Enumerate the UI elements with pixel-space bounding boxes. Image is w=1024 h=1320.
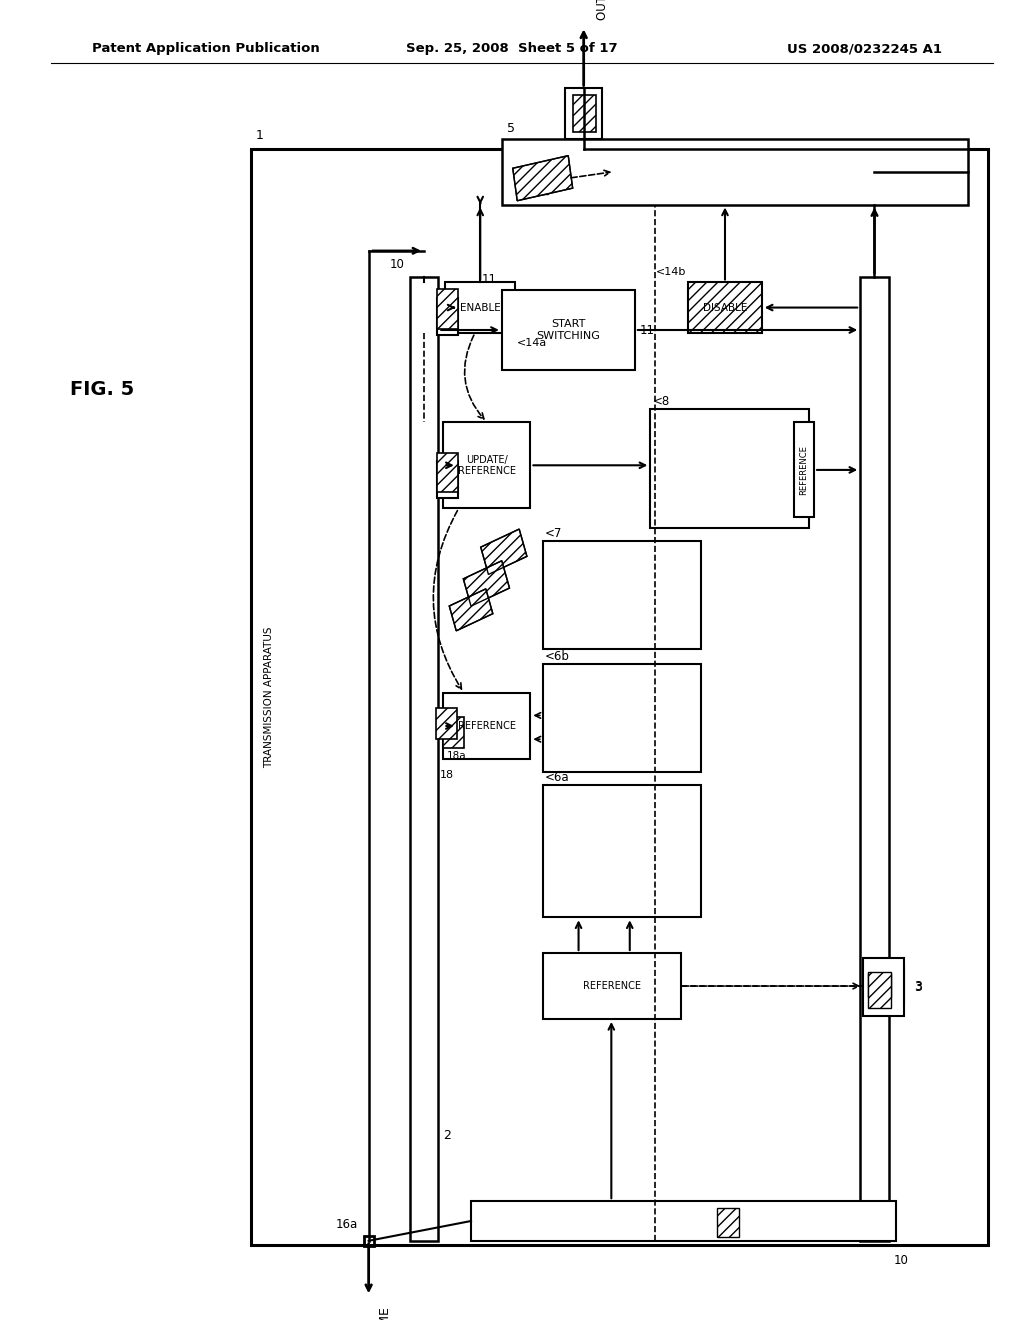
Bar bbox=[573, 95, 596, 132]
Bar bbox=[794, 422, 814, 517]
Text: <7: <7 bbox=[545, 527, 562, 540]
Bar bbox=[543, 785, 701, 917]
Text: 11: 11 bbox=[481, 273, 497, 286]
Text: REFERENCE: REFERENCE bbox=[458, 721, 516, 731]
Text: 16a: 16a bbox=[336, 1218, 358, 1232]
Bar bbox=[437, 453, 458, 492]
Bar bbox=[529, 165, 548, 194]
Bar bbox=[410, 277, 438, 1241]
Text: 2: 2 bbox=[443, 1129, 452, 1142]
Text: UPDATE/
REFERENCE: UPDATE/ REFERENCE bbox=[458, 454, 516, 477]
Text: 18: 18 bbox=[440, 770, 455, 780]
Text: <8: <8 bbox=[652, 395, 670, 408]
Bar bbox=[543, 541, 701, 649]
Text: 5: 5 bbox=[507, 121, 515, 135]
Text: 3: 3 bbox=[914, 981, 923, 994]
Text: <6b: <6b bbox=[545, 649, 569, 663]
Bar bbox=[443, 422, 530, 508]
Text: Sep. 25, 2008  Sheet 5 of 17: Sep. 25, 2008 Sheet 5 of 17 bbox=[407, 42, 617, 55]
Text: OUTPUT FRAME: OUTPUT FRAME bbox=[596, 0, 609, 20]
Bar bbox=[502, 290, 635, 370]
Text: US 2008/0232245 A1: US 2008/0232245 A1 bbox=[787, 42, 942, 55]
Polygon shape bbox=[513, 156, 572, 201]
Text: REFERENCE: REFERENCE bbox=[800, 445, 808, 495]
Bar bbox=[443, 717, 464, 748]
Text: 11: 11 bbox=[640, 323, 655, 337]
Bar bbox=[471, 1201, 896, 1241]
Bar bbox=[445, 282, 515, 333]
Bar bbox=[543, 664, 701, 772]
Bar bbox=[251, 149, 988, 1245]
Bar bbox=[868, 973, 891, 997]
Text: <14a: <14a bbox=[517, 338, 548, 348]
Bar bbox=[543, 953, 681, 1019]
Bar bbox=[437, 461, 458, 498]
Bar bbox=[436, 708, 457, 739]
Bar bbox=[688, 282, 762, 333]
Text: INPUT FRAME: INPUT FRAME bbox=[379, 1307, 392, 1320]
Text: 3: 3 bbox=[914, 979, 923, 993]
Text: <14b: <14b bbox=[655, 267, 686, 277]
Bar bbox=[650, 409, 809, 528]
Bar bbox=[868, 972, 891, 1008]
Bar bbox=[565, 88, 602, 139]
Bar bbox=[860, 277, 889, 1241]
Bar bbox=[443, 693, 530, 759]
Text: START
SWITCHING: START SWITCHING bbox=[537, 319, 600, 341]
Text: TRANSMISSION APPARATUS: TRANSMISSION APPARATUS bbox=[264, 626, 274, 768]
Text: ENABLE: ENABLE bbox=[460, 302, 501, 313]
Text: REFERENCE: REFERENCE bbox=[583, 981, 641, 991]
Text: <6a: <6a bbox=[545, 771, 569, 784]
Bar bbox=[437, 298, 458, 335]
Text: 10: 10 bbox=[389, 257, 404, 271]
Bar bbox=[502, 139, 968, 205]
Polygon shape bbox=[450, 589, 493, 631]
Bar bbox=[863, 958, 904, 1016]
Bar bbox=[863, 966, 904, 1003]
Text: 1: 1 bbox=[256, 129, 264, 143]
Bar bbox=[437, 289, 458, 329]
Text: 10: 10 bbox=[894, 1254, 909, 1267]
Bar bbox=[717, 1208, 739, 1237]
Polygon shape bbox=[463, 561, 510, 606]
Text: FIG. 5: FIG. 5 bbox=[71, 380, 134, 399]
Polygon shape bbox=[480, 529, 527, 574]
Text: DISABLE: DISABLE bbox=[702, 302, 748, 313]
Text: 18a: 18a bbox=[446, 751, 466, 762]
Text: Patent Application Publication: Patent Application Publication bbox=[92, 42, 319, 55]
